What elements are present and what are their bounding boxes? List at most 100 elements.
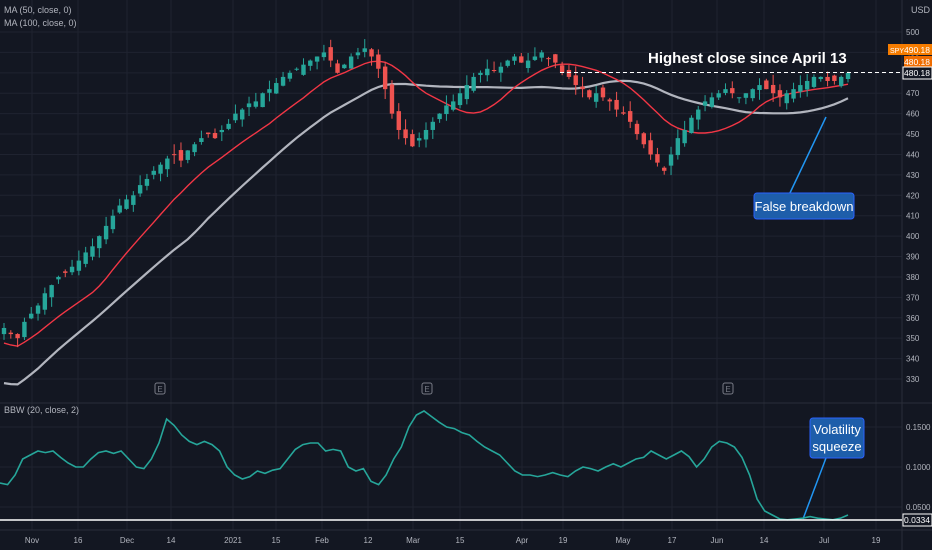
candle-body <box>76 260 82 271</box>
time-tick-label: 19 <box>559 536 568 545</box>
candle-body <box>15 334 20 339</box>
candle-body <box>199 138 204 142</box>
candle-body <box>158 164 163 174</box>
candle-body <box>294 68 299 70</box>
candle-body <box>587 90 592 98</box>
time-tick-label: 14 <box>167 536 176 545</box>
candle-body <box>716 93 721 98</box>
candle-body <box>355 52 361 56</box>
candle-body <box>403 129 408 139</box>
candle-body <box>437 113 442 120</box>
time-tick-label: 17 <box>668 536 677 545</box>
candle-body <box>362 48 367 52</box>
candle-body <box>532 56 538 60</box>
earnings-marker[interactable]: E <box>421 382 433 395</box>
time-tick-label: 14 <box>760 536 769 545</box>
candle-body <box>702 101 708 106</box>
candle-body <box>770 84 776 94</box>
candle-body <box>478 72 483 75</box>
volatility-squeeze-line2: squeeze <box>812 439 861 454</box>
candle-body <box>348 56 354 69</box>
candle-body <box>90 246 95 257</box>
symbol-badge: SPY <box>890 48 904 55</box>
svg-text:E: E <box>424 385 429 394</box>
candle-body <box>764 80 769 90</box>
candle-body <box>668 154 674 166</box>
time-tick-label: 15 <box>456 536 465 545</box>
price-tick-label: 400 <box>906 232 920 241</box>
candle-body <box>267 89 272 93</box>
svg-text:E: E <box>157 385 162 394</box>
candle-body <box>49 285 54 298</box>
candle-body <box>580 86 585 90</box>
candle-body <box>117 205 122 213</box>
false-breakdown-arrow <box>788 116 827 196</box>
candle-body <box>723 89 728 93</box>
bbw-tick-label: 0.0500 <box>906 503 931 512</box>
candle-body <box>519 56 524 63</box>
candle-body <box>818 76 823 80</box>
bbw-legend[interactable]: BBW (20, close, 2) <box>4 405 79 415</box>
candle-body <box>451 101 456 110</box>
earnings-marker[interactable]: E <box>154 382 166 395</box>
volatility-squeeze-box <box>809 417 865 459</box>
false-breakdown-box <box>753 192 855 220</box>
ma50-line <box>3 60 849 347</box>
candle-body <box>69 266 75 273</box>
bbw-tick-label: 0.1500 <box>906 423 931 432</box>
candle-body <box>464 85 470 100</box>
time-tick-label: Jul <box>819 536 829 545</box>
price-tick-label: 440 <box>906 150 920 159</box>
candle-body <box>144 178 150 186</box>
price-tick-label: 350 <box>906 334 920 343</box>
candle-body <box>430 121 436 130</box>
candle-body <box>97 236 102 249</box>
candle-body <box>396 111 401 130</box>
candle-body <box>757 85 762 90</box>
price-badge-bottom-value: 480.18 <box>904 57 930 67</box>
time-tick-label: Feb <box>315 536 329 545</box>
price-tick-label: 420 <box>906 191 920 200</box>
candle-body <box>260 93 265 108</box>
candle-body <box>634 123 640 135</box>
candle-body <box>8 332 14 335</box>
candle-body <box>600 87 606 98</box>
earnings-marker[interactable]: E <box>722 382 734 395</box>
candle-body <box>798 85 803 92</box>
candle-body <box>845 72 851 79</box>
candle-body <box>240 109 245 120</box>
candle-body <box>491 70 497 72</box>
price-tick-label: 500 <box>906 28 920 37</box>
time-tick-label: Mar <box>406 536 420 545</box>
last-price-value: 480.18 <box>904 68 930 78</box>
candle-body <box>335 63 340 73</box>
ma50-legend[interactable]: MA (50, close, 0) <box>4 5 72 15</box>
candle-body <box>185 150 190 160</box>
candle-body <box>485 68 490 76</box>
volatility-squeeze-arrow <box>802 457 827 520</box>
candle-body <box>246 103 252 108</box>
false-breakdown-annotation: False breakdown <box>755 199 854 214</box>
candle-body <box>280 76 286 86</box>
currency-label[interactable]: USD <box>911 5 931 15</box>
price-tick-label: 470 <box>906 89 920 98</box>
candle-body <box>321 52 327 58</box>
price-tick-label: 390 <box>906 253 920 262</box>
price-badge-bottom <box>904 56 932 67</box>
candle-body <box>730 88 735 94</box>
time-tick-label: Nov <box>25 536 39 545</box>
candle-body <box>314 56 320 62</box>
time-tick-label: 2021 <box>224 536 242 545</box>
candle-body <box>212 133 218 139</box>
ma100-legend[interactable]: MA (100, close, 0) <box>4 18 77 28</box>
candle-body <box>593 93 599 102</box>
candle-body <box>1 327 7 335</box>
candle-body <box>553 54 558 63</box>
candle-body <box>382 66 388 90</box>
candle-body <box>29 313 34 319</box>
price-tick-label: 340 <box>906 355 920 364</box>
candle-body <box>682 129 687 144</box>
candle-body <box>743 93 749 98</box>
candle-body <box>376 54 381 69</box>
